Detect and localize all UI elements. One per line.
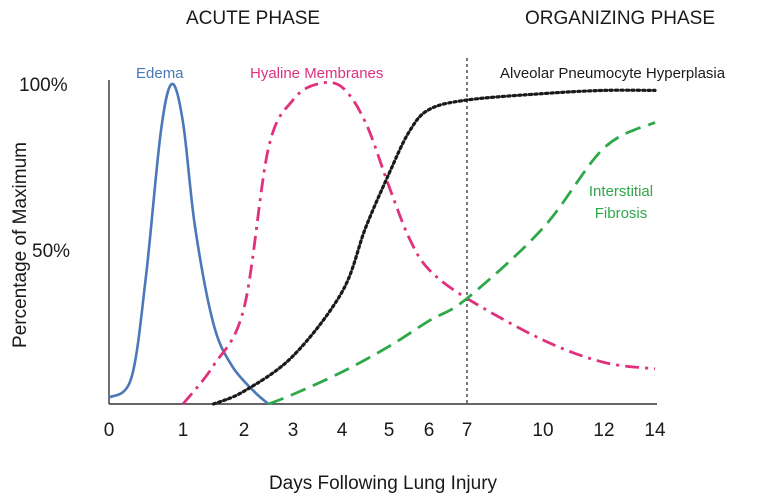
- series-line-2: [181, 81, 656, 405]
- x-tick-label: 6: [424, 420, 435, 441]
- series-label-interstitial-fibrosis: Interstitial Fibrosis: [589, 183, 653, 222]
- y-axis-label: Percentage of Maximum: [10, 142, 31, 348]
- x-tick-labels: 0 1 2 3 4 5 6 7 10 12 14: [104, 420, 666, 441]
- series-label-alveolar-pneumocyte-hyperplasia: Alveolar Pneumocyte Hyperplasia: [500, 65, 726, 82]
- x-tick-label: 4: [337, 420, 348, 441]
- x-tick-label: 0: [104, 420, 115, 441]
- y-tick-100: 100%: [19, 75, 68, 96]
- series-line-1: [108, 82, 270, 405]
- series-labels: Edema Hyaline Membranes Alveolar Pneumocyt…: [136, 65, 726, 222]
- x-tick-label: 12: [593, 420, 614, 441]
- y-tick-50: 50%: [32, 241, 70, 262]
- phase-label-acute: ACUTE PHASE: [186, 8, 320, 29]
- series-lines: [108, 81, 657, 406]
- x-tick-label: 14: [644, 420, 666, 441]
- phase-label-organizing: ORGANIZING PHASE: [525, 8, 715, 29]
- x-tick-label: 1: [178, 420, 189, 441]
- x-axis-label: Days Following Lung Injury: [269, 473, 498, 494]
- series-line-3: [211, 88, 657, 406]
- x-tick-label: 2: [239, 420, 250, 441]
- x-tick-label: 3: [288, 420, 299, 441]
- x-tick-label: 10: [532, 420, 553, 441]
- series-label-hyaline-membranes: Hyaline Membranes: [250, 65, 383, 82]
- x-tick-label: 7: [462, 420, 473, 441]
- series-label-edema: Edema: [136, 65, 184, 82]
- x-tick-label: 5: [384, 420, 395, 441]
